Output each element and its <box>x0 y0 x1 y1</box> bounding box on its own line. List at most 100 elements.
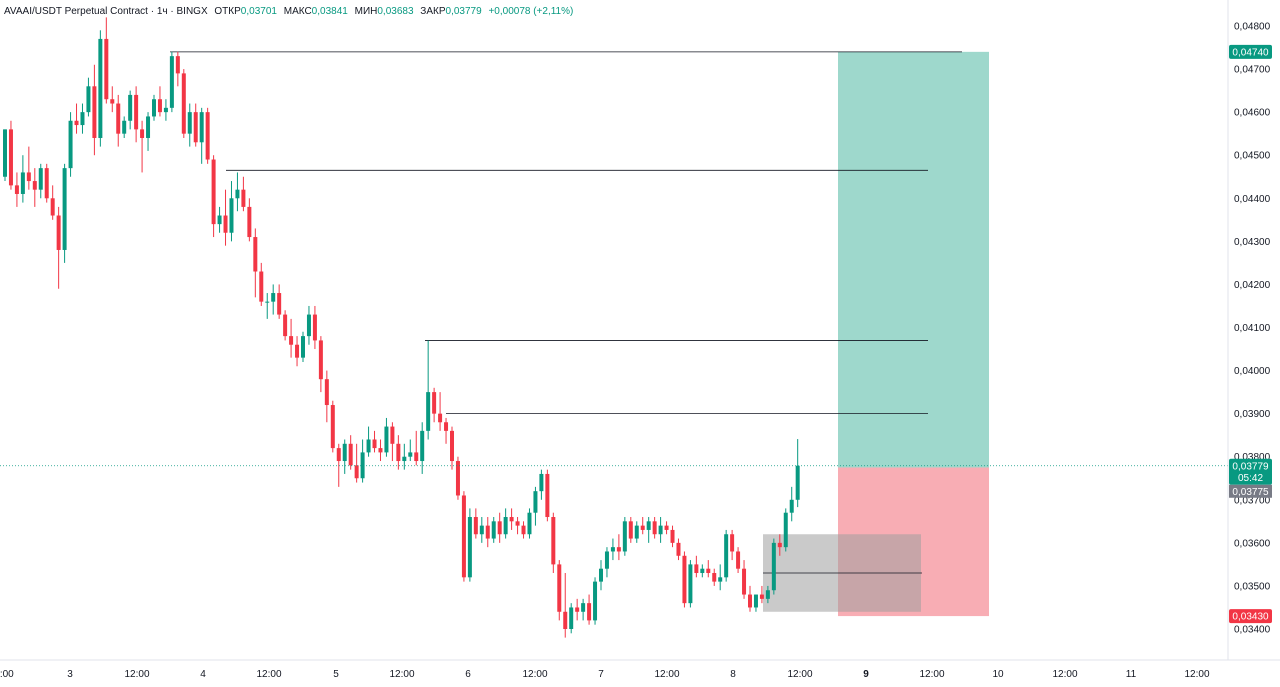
price-axis-label: 0,04600 <box>1234 108 1271 119</box>
candle-body <box>593 581 598 621</box>
candle-body <box>277 293 282 315</box>
price-axis-label: 0,04800 <box>1234 22 1271 33</box>
candle-body <box>134 94 139 130</box>
time-axis-label: 12:00 <box>124 669 149 680</box>
candle-body <box>652 521 657 535</box>
countdown-tag: 05:42 <box>1238 473 1263 484</box>
candle-body <box>497 521 502 535</box>
candle-body <box>217 215 222 225</box>
price-axis-label: 0,03900 <box>1234 409 1271 420</box>
candle-body <box>283 314 288 337</box>
legend: AVAAI/USDT Perpetual Contract · 1ч · BIN… <box>4 6 573 17</box>
candle-body <box>104 38 109 100</box>
candle-body <box>229 198 234 233</box>
candle-body <box>235 189 240 199</box>
candle-body <box>38 168 43 190</box>
candle-body <box>163 107 168 113</box>
candle-body <box>265 301 270 303</box>
candle-body <box>175 56 180 74</box>
candle-body <box>438 413 443 423</box>
candle-body <box>640 525 645 530</box>
candle-body <box>116 103 121 134</box>
candle-body <box>420 430 425 462</box>
profit-zone[interactable] <box>838 51 989 468</box>
candle-body <box>408 452 413 457</box>
candle-body <box>539 473 544 492</box>
candle-body <box>628 521 633 539</box>
candle-body <box>712 573 717 582</box>
candle-body <box>336 448 341 462</box>
candle-body <box>193 112 198 143</box>
price-axis-label: 0,03800 <box>1234 452 1271 463</box>
candle-body <box>664 525 669 530</box>
time-axis-label: 9 <box>863 669 869 680</box>
target-price-tag: 0,04740 <box>1232 47 1269 58</box>
candle-body <box>187 112 192 134</box>
candle-body <box>461 495 466 578</box>
candle-body <box>479 525 484 535</box>
candle-body <box>80 112 85 126</box>
candle-body <box>682 555 687 604</box>
time-axis-label: 11 <box>1126 669 1137 680</box>
candle-body <box>247 206 252 238</box>
candle-body <box>32 181 37 190</box>
candle-body <box>694 564 699 574</box>
legend-high-label: МАКС <box>283 6 312 17</box>
candle-body <box>318 340 323 380</box>
price-axis-label: 0,03500 <box>1234 581 1271 592</box>
legend-low-label: МИН <box>354 6 378 17</box>
candle-body <box>616 547 621 552</box>
candle-body <box>110 99 115 104</box>
candle-body <box>152 99 156 117</box>
legend-change: +0,00078 (+2,11%) <box>488 6 574 17</box>
candle-body <box>503 517 508 535</box>
candle-body <box>622 521 627 552</box>
candle-body <box>700 568 705 574</box>
candle-body <box>759 594 764 599</box>
time-axis-label: 12:00 <box>654 669 679 680</box>
time-axis-label: 2:00 <box>0 669 14 680</box>
time-axis-label: 12:00 <box>256 669 281 680</box>
last-price-tag-bg <box>1229 458 1272 485</box>
candle-body <box>223 215 228 233</box>
price-axis-label: 0,03700 <box>1234 495 1271 506</box>
candle-body <box>765 590 770 599</box>
candle-body <box>634 525 639 539</box>
candle-body <box>342 443 347 462</box>
candle-body <box>366 439 371 453</box>
time-axis-label: 12:00 <box>522 669 547 680</box>
candle-body <box>157 99 162 113</box>
candle-body <box>390 426 395 444</box>
legend-high-value: 0,03841 <box>311 6 348 17</box>
candle-body <box>14 185 19 194</box>
time-axis-label: 12:00 <box>787 669 812 680</box>
candle-body <box>789 499 794 513</box>
candle-body <box>20 172 25 194</box>
candle-body <box>396 443 401 462</box>
candle-body <box>354 465 359 479</box>
candle-body <box>169 56 174 108</box>
candle-body <box>455 461 460 496</box>
candle-body <box>527 512 532 535</box>
legend-close-label: ЗАКР <box>420 6 446 17</box>
candle-body <box>569 607 574 629</box>
candle-body <box>74 120 79 126</box>
candle-body <box>795 465 800 500</box>
candle-body <box>372 439 377 449</box>
price-axis-label: 0,04000 <box>1234 366 1271 377</box>
candle-body <box>783 512 788 548</box>
candle-body <box>467 517 472 578</box>
candle-body <box>485 525 490 539</box>
stop-price-tag: 0,03430 <box>1232 612 1269 623</box>
candle-body <box>688 564 693 604</box>
price-axis-label: 0,04100 <box>1234 323 1271 334</box>
legend-symbol: AVAAI/USDT Perpetual Contract · 1ч · BIN… <box>4 6 208 17</box>
candle-body <box>742 568 747 595</box>
candle-body <box>122 120 127 134</box>
legend-open-value: 0,03701 <box>240 6 277 17</box>
candle-body <box>736 551 741 569</box>
candle-body <box>289 336 294 345</box>
candle-body <box>301 336 305 358</box>
